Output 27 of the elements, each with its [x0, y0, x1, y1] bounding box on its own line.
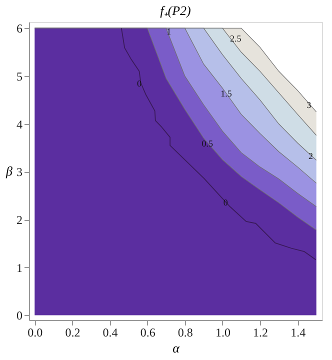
annotation: 0 — [223, 197, 228, 208]
annotation: 2 — [308, 150, 313, 161]
y-tick-label: 1 — [16, 260, 22, 275]
annotation: 1.5 — [220, 88, 232, 99]
y-tick-label: 3 — [16, 165, 22, 180]
chart-title: f₊(P2) — [160, 3, 191, 18]
line-series — [120, 28, 316, 260]
x-tick-label: 1.2 — [253, 326, 268, 340]
x-tick-label: 1.0 — [215, 326, 230, 340]
annotation: 0 — [137, 78, 142, 89]
x-tick-label: 0.6 — [140, 326, 156, 340]
annotation: 2.5 — [230, 33, 242, 44]
annotation: 3 — [306, 100, 312, 110]
y-tick-label: 2 — [16, 213, 22, 228]
x-tick-label: 1.4 — [290, 326, 306, 340]
y-tick-label: 4 — [16, 117, 22, 132]
x-axis-title: α — [172, 340, 181, 356]
x-tick-label: 0.8 — [178, 326, 193, 340]
x-tick-label: 0.4 — [102, 326, 118, 340]
y-tick-label: 6 — [16, 22, 22, 36]
y-tick-label: 5 — [16, 70, 22, 84]
y-tick-label: 0 — [16, 308, 22, 323]
x-tick-label: 0.2 — [65, 326, 80, 340]
annotation: 1 — [166, 26, 172, 37]
annotation: 0.5 — [202, 138, 214, 148]
x-tick-label: 0.0 — [28, 326, 43, 340]
y-axis-title: β — [5, 164, 14, 178]
